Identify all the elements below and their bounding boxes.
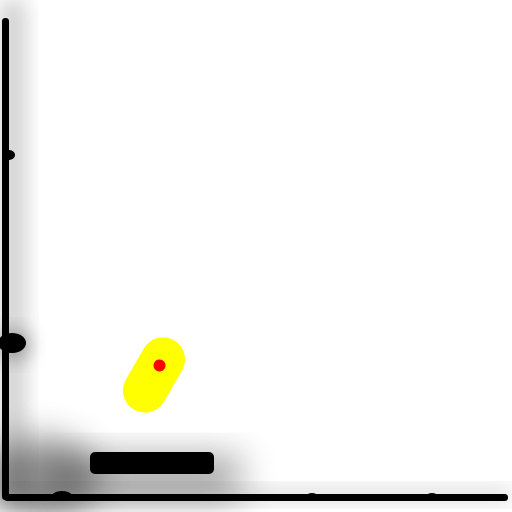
- paddle-block: [90, 452, 214, 474]
- left-wall: [0, 18, 26, 500]
- left-wall-bar: [2, 18, 9, 500]
- left-wall-joint-middle: [0, 333, 26, 353]
- floor-joint-1: [306, 493, 318, 501]
- floor-bar: [4, 494, 508, 501]
- agent-body: [123, 337, 185, 413]
- agent: [123, 337, 185, 413]
- left-wall-joint-top: [3, 150, 15, 160]
- floor-joint-3: [52, 491, 72, 501]
- floor: [4, 491, 508, 501]
- floor-joint-2: [426, 493, 438, 501]
- agent-marker: [153, 359, 166, 372]
